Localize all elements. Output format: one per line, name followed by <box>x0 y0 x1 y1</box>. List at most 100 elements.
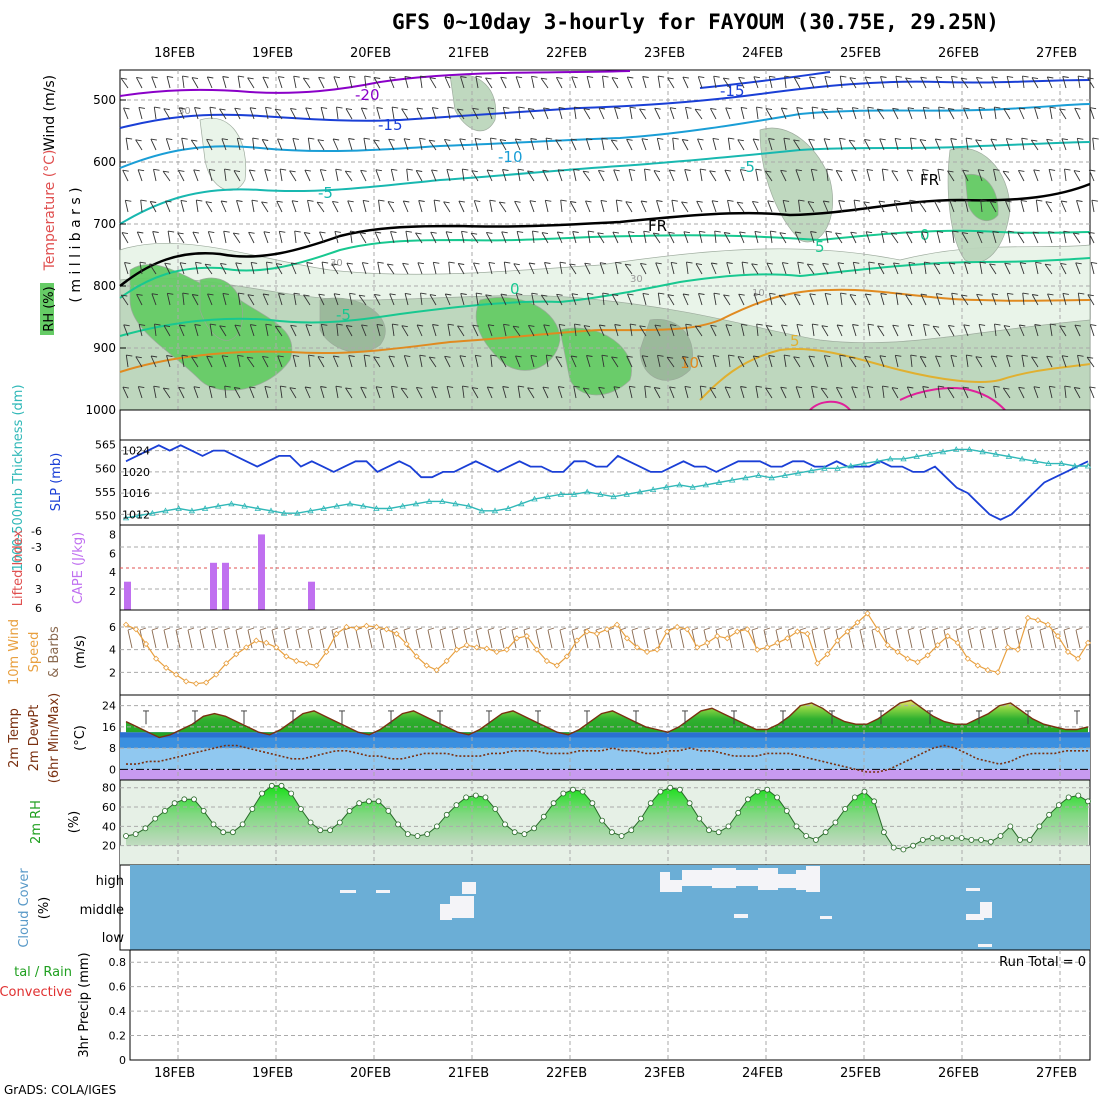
wind-barb-flag <box>737 139 744 142</box>
wind-barb <box>710 262 717 275</box>
rh-point <box>142 825 149 832</box>
wind-barb-flag <box>979 323 986 326</box>
wind-barb-flag <box>667 294 674 297</box>
wind-barb-flag <box>642 76 649 78</box>
wind-barb-flag <box>639 325 646 328</box>
wind-speed-point <box>263 639 270 646</box>
wind-barb-flag <box>807 201 815 204</box>
wind-barb-flag <box>238 292 245 295</box>
wind-barb <box>839 138 843 151</box>
wind-barb-flag <box>333 355 340 358</box>
surface-wind-barb <box>871 629 877 649</box>
surface-wind-barb-flag <box>1039 627 1047 631</box>
wind-barb <box>473 200 479 213</box>
wind-barb-flag <box>740 169 747 172</box>
wind-barb <box>963 107 969 120</box>
wind-barb <box>1031 77 1039 89</box>
wind-barb <box>839 355 843 368</box>
wind-barb <box>207 231 213 244</box>
wind-panel: 642 <box>109 609 1092 696</box>
wind-barb-flag <box>459 355 466 358</box>
contour-minus-5 <box>119 141 1091 225</box>
wind-barb <box>416 387 423 399</box>
precip-tick-label: 0 <box>119 1054 126 1067</box>
wind-barb-flag <box>770 230 777 233</box>
wind-tick-label: 2 <box>109 666 116 679</box>
wind-barb-flag <box>741 323 748 326</box>
thickness-point <box>1058 460 1065 466</box>
rh-point <box>1055 802 1062 808</box>
rh-point <box>881 829 887 836</box>
wind-barb-flag <box>809 293 816 296</box>
wind-barb-flag <box>1003 325 1011 328</box>
wind-barb <box>737 139 745 151</box>
wind-barb-flag <box>1075 262 1082 265</box>
wind-barb <box>459 355 465 368</box>
precip-total-label: tal / Rain <box>14 965 72 980</box>
wind-barb-flag <box>360 386 367 389</box>
wind-barb <box>194 324 199 337</box>
wind-barb <box>784 76 787 89</box>
wind-barb-flag <box>447 385 454 388</box>
wind-barb-flag <box>864 138 871 141</box>
surface-wind-barb-flag <box>859 627 867 631</box>
wind-barb <box>696 201 703 213</box>
wind-barb-flag <box>460 293 467 295</box>
rh-point <box>336 819 343 826</box>
wind-barb-flag <box>1017 232 1024 235</box>
rh-point <box>259 790 265 797</box>
wind-barb-flag <box>289 387 296 390</box>
wind-barb <box>164 263 171 275</box>
wind-barb-flag <box>429 77 436 80</box>
wind-barb-flag <box>121 294 128 297</box>
wind-barb-flag <box>373 139 380 142</box>
surface-wind-barb <box>127 629 133 649</box>
wind-barb-flag <box>586 138 593 141</box>
wind-barb-flag <box>318 76 325 79</box>
wind-speed-point <box>824 651 831 658</box>
wind-barb <box>625 201 633 213</box>
wind-barb <box>780 107 787 120</box>
wind-barb <box>401 325 409 337</box>
wind-barb <box>332 355 339 368</box>
wind-barb <box>667 77 675 89</box>
wind-barb-flag <box>991 76 998 79</box>
wind-barb <box>840 293 843 306</box>
wind-barb-flag <box>682 139 689 141</box>
wind-barb <box>457 325 465 337</box>
wind-barb-flag <box>447 323 454 326</box>
wind-barb-flag <box>305 324 312 327</box>
wind-barb-flag <box>222 292 229 295</box>
wind-speed-point <box>964 655 971 662</box>
wind-barb <box>768 76 773 89</box>
wind-barb <box>699 169 703 182</box>
wind-barb <box>1046 139 1053 151</box>
thickness-point <box>623 490 630 497</box>
wind-barb-flag <box>1035 261 1042 264</box>
wind-barb <box>138 107 143 120</box>
wind-barb <box>457 263 465 275</box>
wind-barb <box>177 232 185 244</box>
surface-wind-barb <box>523 629 529 649</box>
wind-barb-flag <box>503 323 510 326</box>
wind-barb <box>237 355 241 368</box>
wind-barb-flag <box>125 199 132 202</box>
rh-point <box>706 827 712 834</box>
wind-barb-flag <box>935 138 942 141</box>
wind-barb-flag <box>837 262 844 265</box>
wind-barb <box>669 324 675 337</box>
surface-wind-barb-flag <box>367 627 375 631</box>
wind-barb-flag <box>349 75 356 78</box>
date-tick-label: 24FEB <box>742 46 784 61</box>
wind-barb <box>1034 107 1039 120</box>
wind-barb-flag <box>471 387 479 390</box>
cloud-cover-block <box>682 870 712 886</box>
surface-wind-barb-flag <box>931 627 939 631</box>
surface-wind-barb-flag <box>211 627 219 631</box>
wind-barb <box>517 386 521 399</box>
wind-barb-flag <box>374 77 381 79</box>
wind-barb-flag <box>571 293 578 296</box>
surface-wind-barb-flag <box>283 627 291 631</box>
wind-barb <box>431 169 437 182</box>
thickness-point <box>992 450 999 457</box>
